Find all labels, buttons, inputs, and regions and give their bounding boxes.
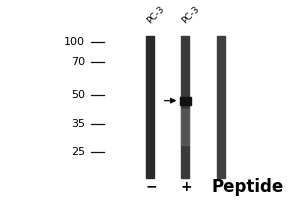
Bar: [146, 36, 154, 178]
Bar: [181, 36, 190, 178]
Text: PC-3: PC-3: [145, 5, 166, 26]
Text: +: +: [181, 180, 193, 194]
Text: 25: 25: [71, 147, 85, 157]
Text: Peptide: Peptide: [211, 178, 283, 196]
Text: 100: 100: [64, 37, 85, 47]
Text: −: −: [146, 180, 157, 194]
Text: 70: 70: [71, 57, 85, 67]
Text: PC-3: PC-3: [180, 5, 201, 26]
Text: 50: 50: [71, 90, 85, 100]
Bar: [181, 109, 190, 145]
Bar: [180, 97, 190, 105]
Text: 35: 35: [71, 119, 85, 129]
Bar: [217, 36, 225, 178]
